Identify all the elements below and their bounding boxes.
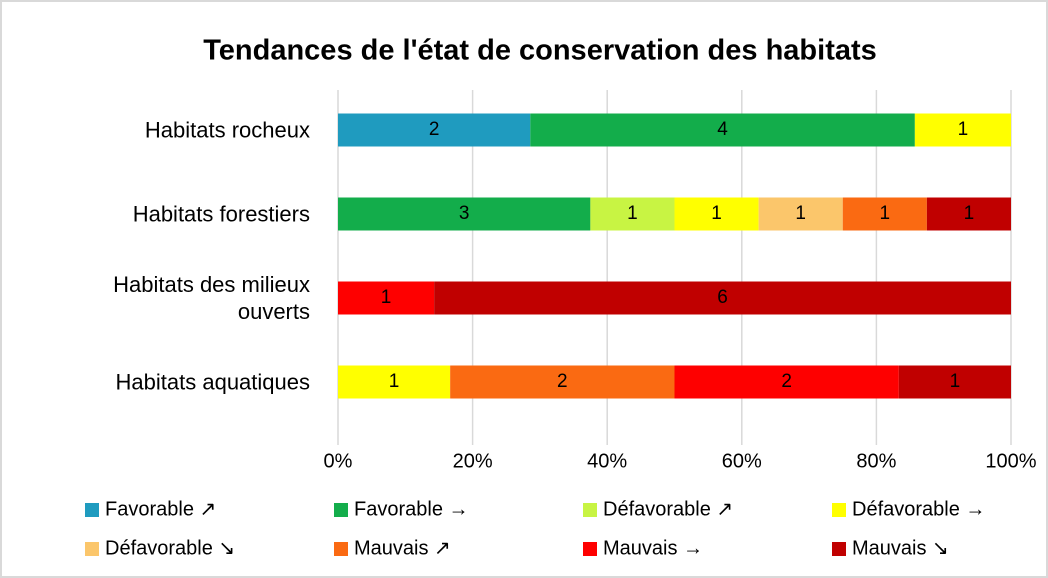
legend-swatch (583, 542, 597, 556)
chart-title: Tendances de l'état de conservation des … (203, 35, 877, 67)
data-label: 2 (557, 371, 568, 392)
bar-segment (450, 365, 675, 399)
bar-segment (590, 197, 675, 231)
legend-label: Favorable ↗ (105, 498, 216, 520)
bar-segment (338, 197, 591, 231)
y-tick-label: Habitats forestiers (132, 201, 310, 227)
data-label: 1 (711, 203, 722, 224)
bar-segment (434, 281, 1012, 315)
x-tick-label: 0% (324, 450, 353, 472)
data-label: 1 (958, 119, 969, 140)
y-tick-label: Habitats aquatiques (115, 369, 310, 395)
bar-segment (842, 197, 927, 231)
legend-label: Défavorable ↘ (105, 537, 235, 559)
y-tick-label: Habitats rocheux (144, 117, 310, 143)
legend-label: Favorable → (354, 498, 469, 520)
legend-label: Défavorable ↗ (603, 498, 733, 520)
data-label: 2 (781, 371, 792, 392)
data-label: 6 (717, 287, 728, 308)
data-label: 1 (795, 203, 806, 224)
legend-swatch (583, 503, 597, 517)
bar-segment (674, 365, 899, 399)
data-label: 1 (627, 203, 638, 224)
legend-label: Mauvais → (603, 537, 703, 559)
data-label: 1 (389, 371, 400, 392)
data-label: 2 (429, 119, 440, 140)
bar-segment (530, 113, 915, 147)
bar-segment (898, 365, 1011, 399)
legend-swatch (334, 542, 348, 556)
data-label: 3 (459, 203, 470, 224)
legend-swatch (832, 503, 846, 517)
x-tick-label: 100% (985, 450, 1036, 472)
bar-segment (338, 281, 435, 315)
data-label: 1 (950, 371, 961, 392)
legend-swatch (85, 503, 99, 517)
legend-label: Mauvais ↗ (354, 537, 451, 559)
data-label: 1 (880, 203, 891, 224)
bar-segment (338, 113, 531, 147)
bar-segment (338, 365, 451, 399)
y-tick-label: Habitats des milieux ouverts (113, 272, 310, 324)
x-tick-label: 20% (453, 450, 493, 472)
legend-swatch (832, 542, 846, 556)
data-label: 1 (964, 203, 975, 224)
x-tick-label: 80% (856, 450, 896, 472)
legend-swatch (334, 503, 348, 517)
bar-segment (914, 113, 1011, 147)
bar-segment (926, 197, 1011, 231)
x-tick-label: 40% (587, 450, 627, 472)
data-label: 4 (717, 119, 728, 140)
bar-segment (758, 197, 843, 231)
x-tick-label: 60% (722, 450, 762, 472)
legend-label: Défavorable → (852, 498, 985, 520)
legend-swatch (85, 542, 99, 556)
bar-segment (674, 197, 759, 231)
legend-label: Mauvais ↘ (852, 537, 949, 559)
data-label: 1 (381, 287, 392, 308)
